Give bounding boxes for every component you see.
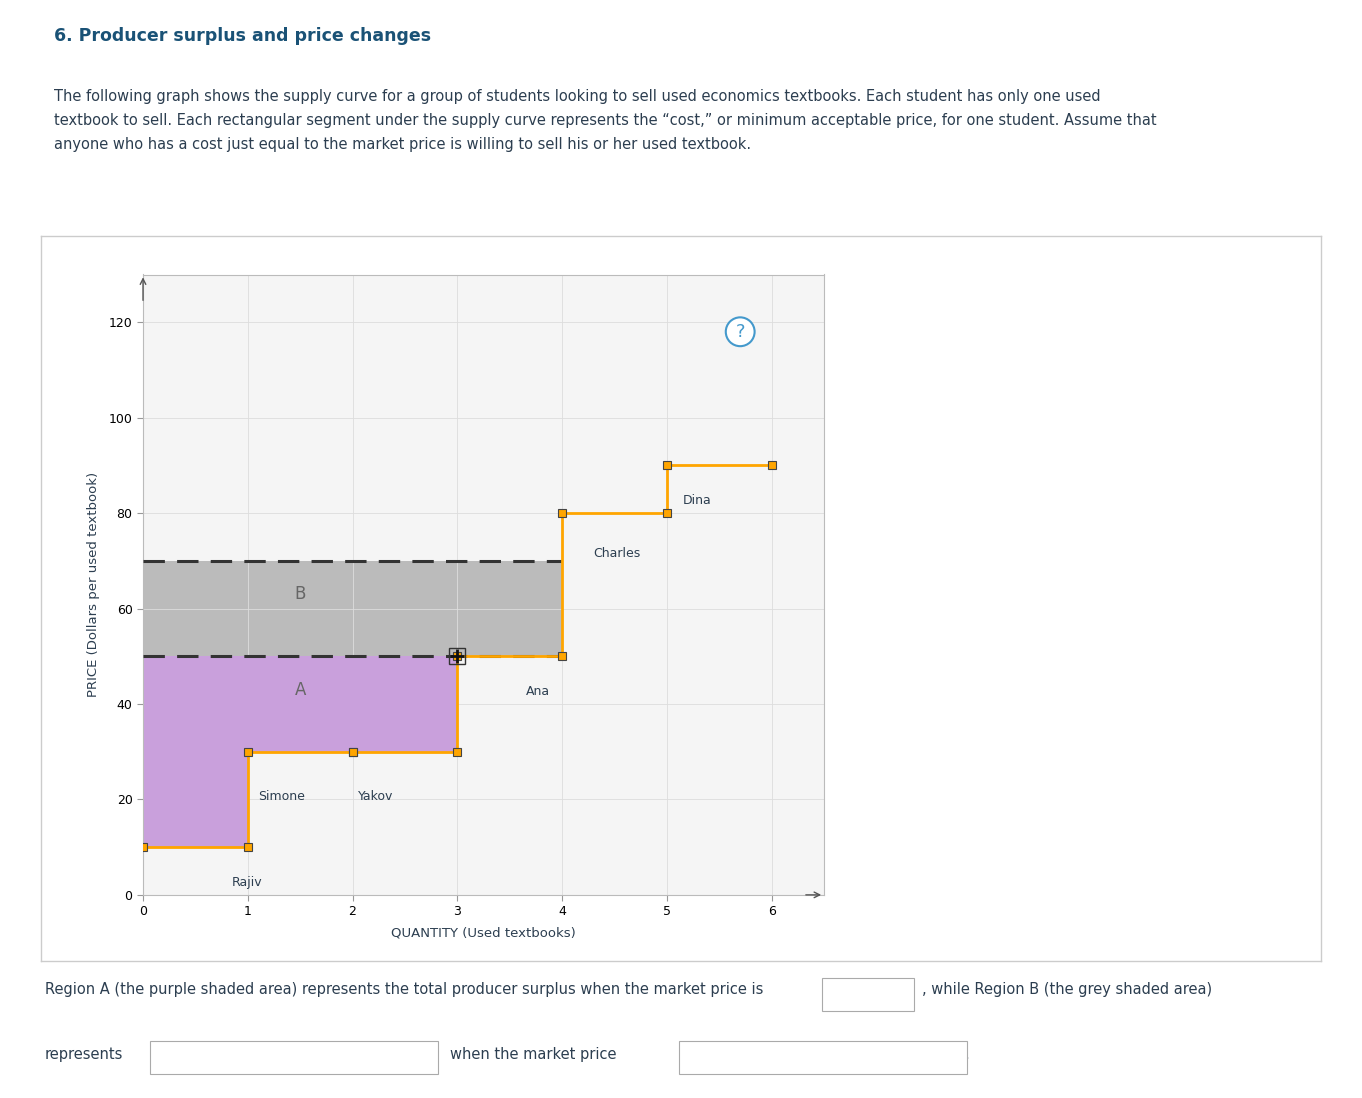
Bar [353, 657, 458, 752]
Bar [248, 657, 353, 752]
Bar [143, 657, 248, 848]
Text: Region A (the purple shaded area) represents the total producer surplus when the: Region A (the purple shaded area) repres… [45, 982, 763, 997]
FancyBboxPatch shape [823, 978, 914, 1011]
Text: ▼: ▼ [947, 1046, 953, 1057]
Text: Charles: Charles [594, 547, 640, 560]
FancyBboxPatch shape [678, 1041, 967, 1074]
Text: B: B [294, 585, 306, 603]
Text: ?: ? [735, 323, 745, 340]
Text: when the market price: when the market price [449, 1046, 616, 1062]
Text: Ana: Ana [526, 685, 549, 698]
FancyBboxPatch shape [150, 1041, 439, 1074]
Text: Yakov: Yakov [358, 789, 394, 803]
Text: .: . [964, 1046, 968, 1062]
Text: 6. Producer surplus and price changes: 6. Producer surplus and price changes [54, 27, 432, 45]
Y-axis label: PRICE (Dollars per used textbook): PRICE (Dollars per used textbook) [87, 472, 101, 697]
Text: represents: represents [45, 1046, 124, 1062]
Text: $: $ [825, 982, 835, 997]
Text: The following graph shows the supply curve for a group of students looking to se: The following graph shows the supply cur… [54, 89, 1158, 152]
Text: Rajiv: Rajiv [232, 876, 263, 888]
Text: Dina: Dina [682, 494, 711, 507]
Text: A: A [294, 681, 306, 698]
Text: ▼: ▼ [419, 1046, 426, 1057]
Bar [143, 561, 563, 657]
Text: , while Region B (the grey shaded area): , while Region B (the grey shaded area) [922, 982, 1212, 997]
Text: Simone: Simone [259, 789, 305, 803]
X-axis label: QUANTITY (Used textbooks): QUANTITY (Used textbooks) [391, 927, 576, 940]
